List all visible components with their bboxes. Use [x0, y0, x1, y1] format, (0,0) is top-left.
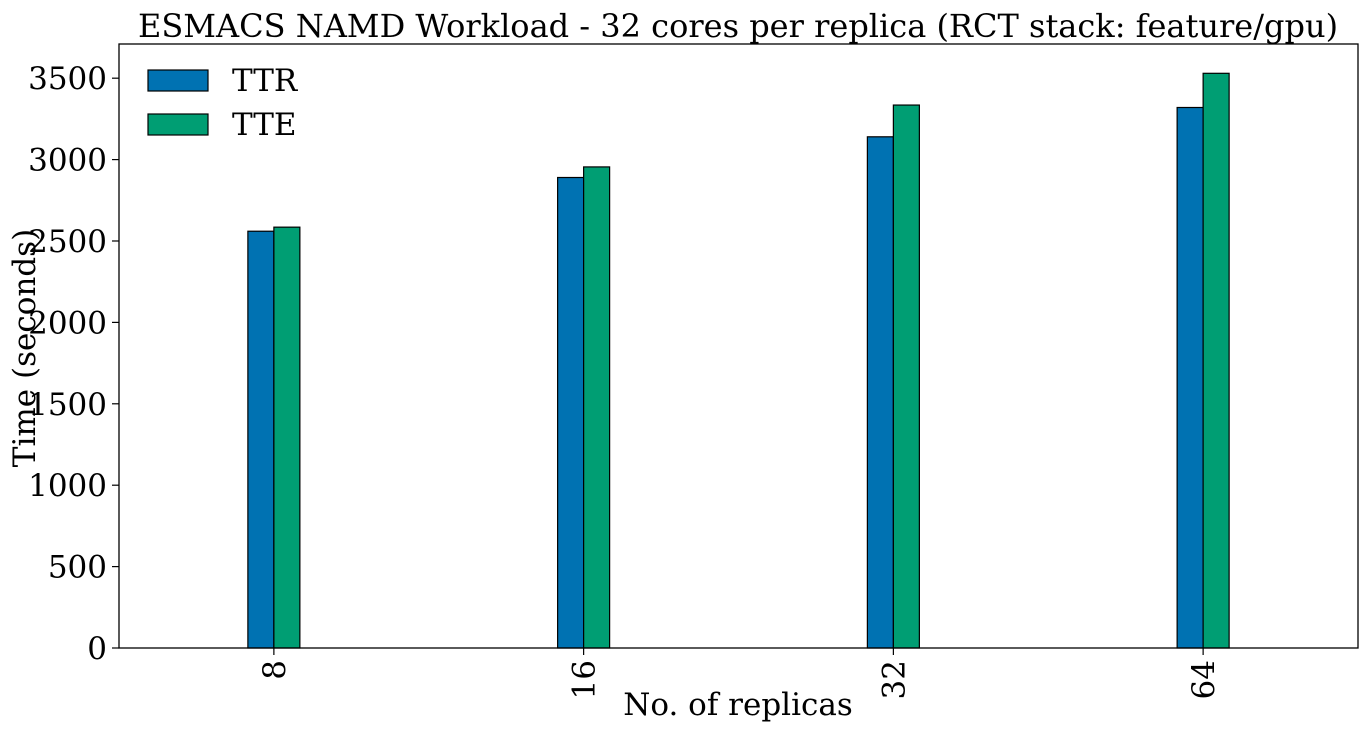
x-tick-label: 64 — [1186, 660, 1222, 699]
bar-ttr-64 — [1176, 106, 1204, 649]
y-tick-label: 1500 — [28, 387, 107, 423]
bar-tte-64 — [1202, 72, 1230, 649]
bar-ttr-8 — [247, 230, 275, 649]
y-tick-label: 3000 — [28, 143, 107, 179]
bar-ttr-16 — [557, 176, 585, 649]
y-tick-label: 3500 — [28, 61, 107, 97]
y-axis-label: Time (seconds) — [7, 229, 43, 467]
y-tick-label: 500 — [48, 550, 107, 586]
legend-swatch-ttr — [147, 69, 209, 92]
y-tick-label: 2000 — [28, 305, 107, 341]
x-tick-label: 32 — [876, 660, 912, 699]
bar-ttr-32 — [866, 136, 894, 649]
plot-area: 0 500 1000 1500 2000 2500 3000 3500 8 16 32 64 — [28, 43, 1359, 699]
y-tick-label: 1000 — [28, 468, 107, 504]
plot-frame — [118, 43, 1359, 649]
legend-swatch-tte — [147, 113, 209, 136]
bar-tte-16 — [583, 166, 611, 649]
x-tick-label: 8 — [257, 660, 293, 680]
legend-label-tte: TTE — [232, 107, 297, 143]
legend: TTR TTE — [147, 63, 299, 143]
legend-label-ttr: TTR — [232, 63, 299, 99]
x-axis-label: No. of replicas — [623, 687, 853, 723]
bar-tte-8 — [273, 226, 301, 649]
x-tick-label: 16 — [567, 660, 603, 699]
y-tick-label: 2500 — [28, 224, 107, 260]
chart-title: ESMACS NAMD Workload - 32 cores per repl… — [138, 7, 1338, 45]
y-tick-label: 0 — [87, 631, 107, 667]
bar-tte-32 — [892, 104, 920, 649]
